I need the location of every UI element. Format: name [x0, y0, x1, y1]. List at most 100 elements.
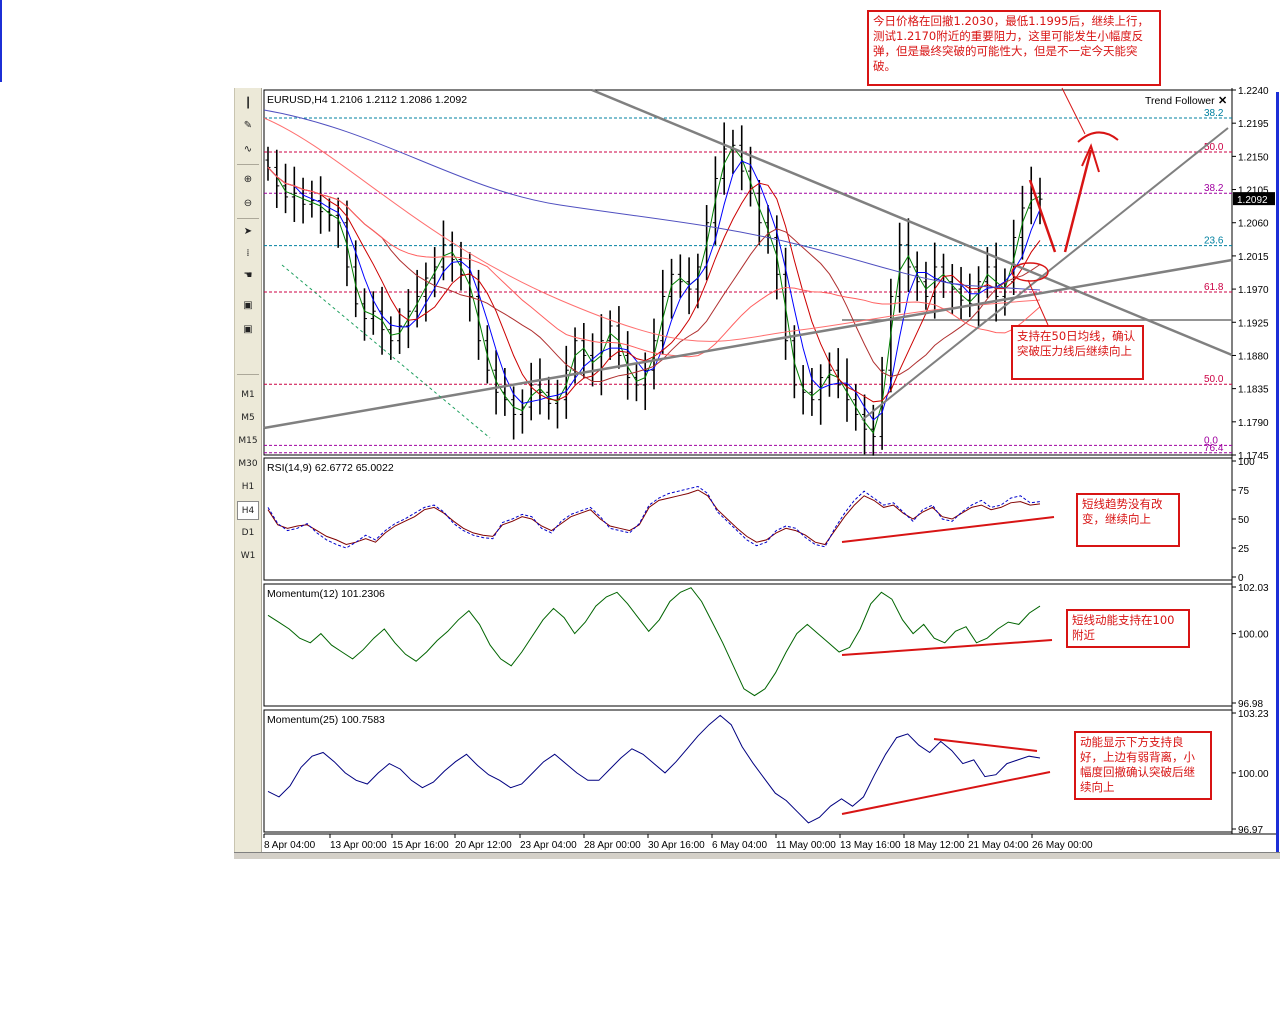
scrollbar-edge[interactable]: [1276, 92, 1279, 856]
price-tick-label: 1.2060: [1238, 219, 1269, 230]
timeframe-m5-button[interactable]: M5: [241, 413, 255, 423]
ma-blue: [267, 160, 1041, 421]
mom12-support-line: [841, 639, 1053, 656]
fib-level-label: 50.0: [1204, 374, 1224, 385]
timeframe-d1-button[interactable]: D1: [241, 528, 255, 538]
chart-toolbar: ┃ ✎ ∿ ⊕ ⊖ ➤ ⁞ ☚ ▣ ▣ M1 M5 M15 M30 H1 H4 D1 W1: [234, 88, 262, 856]
sub-tick-label: 96.98: [1238, 699, 1263, 710]
timeframe-m15-button[interactable]: M15: [238, 436, 258, 446]
sub-tick-label: 75: [1238, 486, 1250, 497]
price-tick-label: 1.2015: [1238, 252, 1269, 263]
fib-level-label: 38.2: [1204, 183, 1224, 194]
pane-frame-3: [263, 709, 1233, 833]
timeframe-m1-button[interactable]: M1: [241, 390, 255, 400]
price-tick-label: 1.1925: [1238, 318, 1269, 329]
time-tick-label: 13 Apr 00:00: [330, 840, 387, 851]
sub-tick-label: 100.00: [1238, 630, 1269, 641]
pane-header: Momentum(25) 100.7583: [267, 714, 385, 726]
timeframe-h1-button[interactable]: H1: [241, 482, 255, 492]
rsi-support-line: [841, 516, 1055, 543]
price-tick-label: 1.2105: [1238, 186, 1269, 197]
series-line-momentum25: [267, 714, 1041, 824]
cursor-icon[interactable]: ➤: [243, 226, 253, 237]
line-tool-icon[interactable]: ┃: [244, 98, 252, 109]
fib-level-label: 23.6: [1204, 236, 1224, 247]
zoom-out-icon[interactable]: ⊖: [243, 198, 253, 209]
mom25-support-line: [841, 771, 1051, 815]
forecast-arrow-head: [1081, 143, 1100, 173]
timeframe-m30-button[interactable]: M30: [238, 459, 258, 469]
ma-light-red: [267, 167, 1041, 358]
annotation-rsi: 短线趋势没有改变，继续向上: [1076, 493, 1180, 547]
sub-tick-label: 102.03: [1238, 583, 1269, 594]
ma-slow-purple: [263, 109, 1041, 291]
timeframe-h4-button[interactable]: H4: [237, 501, 259, 520]
annotation-main: 支持在50日均线，确认突破压力线后继续向上: [1011, 325, 1144, 380]
fib-level-label: 0.0: [1204, 435, 1218, 446]
toolbar-separator: [237, 218, 259, 219]
toolbar-separator: [237, 374, 259, 375]
price-tick-label: 1.1880: [1238, 351, 1269, 362]
sub-tick-label: 50: [1238, 515, 1250, 526]
time-tick-label: 20 Apr 12:00: [455, 840, 512, 851]
current-price-label: 1.2092: [1237, 195, 1268, 206]
pane-header: Momentum(12) 101.2306: [267, 588, 385, 600]
top-note-pointer: [1061, 87, 1086, 135]
price-tick-label: 1.2150: [1238, 152, 1269, 163]
resistance-trendline: [591, 88, 1233, 357]
series-line-momentum12: [267, 587, 1041, 697]
sub-tick-label: 100.00: [1238, 769, 1269, 780]
fib-level-label: 38.2: [1204, 108, 1224, 119]
price-tick-label: 1.1745: [1238, 451, 1269, 462]
close-indicator-icon: ✕: [1218, 95, 1227, 107]
timeframe-w1-button[interactable]: W1: [240, 551, 256, 561]
rising-trendline: [263, 258, 1233, 430]
mom25-divergence-line: [933, 738, 1038, 752]
time-tick-label: 8 Apr 04:00: [264, 840, 316, 851]
price-tick-label: 1.1970: [1238, 285, 1269, 296]
hand-icon[interactable]: ☚: [243, 270, 253, 281]
chart-window-icon[interactable]: ▣: [243, 300, 253, 311]
current-price-box: [1233, 192, 1275, 206]
ma-dark-red: [267, 167, 1041, 382]
ma-fast-green: [267, 146, 1041, 434]
sub-tick-label: 25: [1238, 544, 1250, 555]
fibonacci-icon[interactable]: ∿: [243, 144, 253, 155]
time-tick-label: 11 May 00:00: [776, 840, 836, 851]
time-tick-label: 6 May 04:00: [712, 840, 767, 851]
annotation-momentum12: 短线动能支持在100附近: [1066, 609, 1190, 648]
toolbar-separator: [237, 164, 259, 165]
pencil-icon[interactable]: ✎: [243, 120, 253, 131]
main-note-pointer: [1027, 279, 1049, 326]
fib-level-label: 76.4: [1204, 443, 1224, 454]
time-tick-label: 21 May 04:00: [968, 840, 1029, 851]
chart-window-icon[interactable]: ▣: [243, 324, 253, 335]
time-tick-label: 26 May 00:00: [1032, 840, 1093, 851]
ma-slow-light-red: [263, 117, 1041, 342]
window-edge-marker: [0, 0, 2, 82]
forecast-up-arrow: [1063, 149, 1093, 253]
sub-tick-label: 100: [1238, 457, 1255, 468]
resistance-arc: [1077, 131, 1119, 143]
fib-level-label: 50.0: [1204, 142, 1224, 153]
sub-tick-label: 0: [1238, 573, 1244, 584]
ma-red: [267, 167, 1041, 403]
horizontal-scrollbar[interactable]: [234, 852, 1280, 859]
annotation-top: 今日价格在回撤1.2030，最低1.1995后，继续上行，测试1.2170附近的…: [867, 10, 1161, 86]
fib-level-label: 61.8: [1204, 282, 1224, 293]
chart-header: EURUSD,H4 1.2106 1.2112 1.2086 1.2092: [267, 94, 467, 106]
price-tick-label: 1.1790: [1238, 418, 1269, 429]
time-tick-label: 13 May 16:00: [840, 840, 901, 851]
price-tick-label: 1.2240: [1238, 86, 1269, 97]
forecast-down-arrow: [1028, 179, 1057, 253]
series-line-rsi14: [267, 489, 1041, 546]
zoom-in-icon[interactable]: ⊕: [243, 174, 253, 185]
steep-support-trendline: [861, 127, 1229, 421]
time-tick-label: 15 Apr 16:00: [392, 840, 449, 851]
time-tick-label: 18 May 12:00: [904, 840, 965, 851]
pane-header: RSI(14,9) 62.6772 65.0022: [267, 462, 394, 474]
pane-frame-0: [263, 89, 1233, 456]
properties-icon[interactable]: ⁞: [246, 248, 250, 259]
time-tick-label: 30 Apr 16:00: [648, 840, 705, 851]
sub-tick-label: 103.23: [1238, 709, 1269, 720]
